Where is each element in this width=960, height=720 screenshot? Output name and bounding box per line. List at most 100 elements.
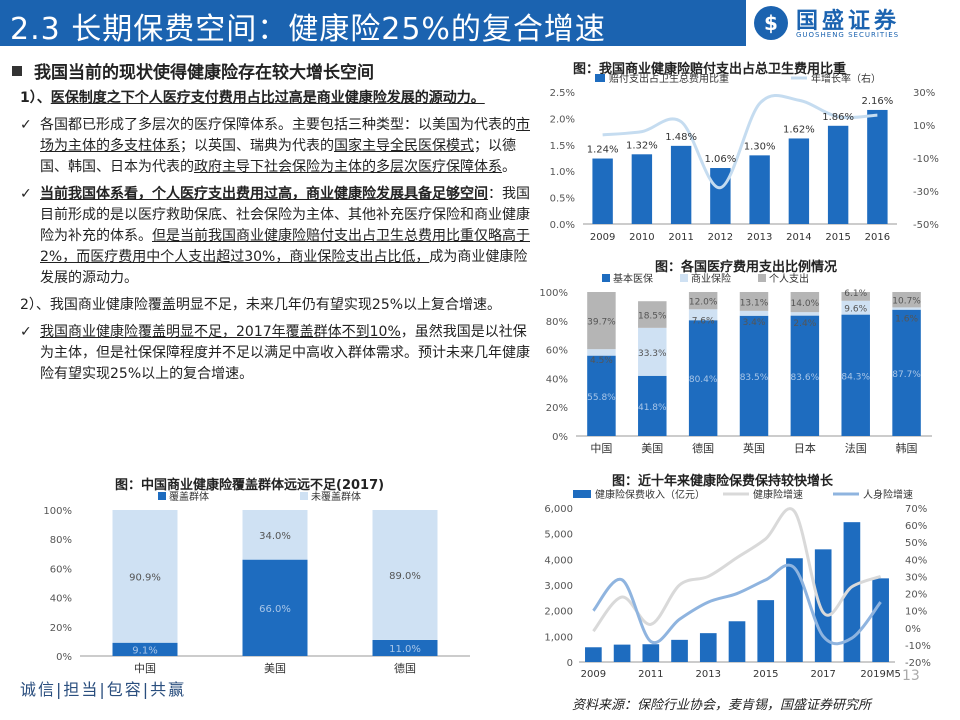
bar-segment-韩国-1 — [892, 307, 921, 310]
data-label-美国-1: 34.0% — [259, 531, 291, 542]
bar-segment-英国-2 — [739, 292, 769, 311]
y-right-tick-label: 60% — [905, 521, 927, 532]
footer-motto: 诚信|担当|包容|共赢 — [20, 680, 187, 699]
y-tick-label: 0% — [56, 652, 72, 663]
brand-name-en: GUOSHENG SECURITIES — [796, 31, 900, 39]
bar-ratio-2010 — [631, 154, 653, 224]
y-tick-label: 60% — [546, 346, 568, 357]
y-left-tick-label: 0 — [567, 658, 573, 669]
bar-segment-日本-1 — [790, 312, 820, 316]
bar-segment-美国-0 — [242, 559, 308, 656]
y-tick-label: 20% — [546, 403, 568, 414]
y-right-tick-label: -30% — [913, 187, 939, 198]
bar-segment-法国-1 — [841, 300, 870, 315]
legend-label-1: 未覆盖群体 — [311, 490, 361, 503]
legend-swatch-0 — [158, 492, 166, 500]
bar-ratio-2015 — [827, 125, 849, 224]
bar-premium-2012 — [671, 639, 688, 662]
bar-segment-中国-1 — [587, 349, 616, 356]
data-label-ratio: 1.48% — [665, 132, 697, 143]
y-tick-label: 40% — [546, 374, 568, 385]
bar-segment-美国-1 — [638, 327, 667, 376]
check-icon: ✓ — [20, 324, 32, 340]
x-tick-label: 韩国 — [896, 441, 918, 455]
y-right-tick-label: -10% — [905, 641, 931, 652]
point-2-heading: 2）、我国商业健康险覆盖明显不足，未来几年仍有望实现25%以上复合增速。 — [20, 297, 502, 313]
data-label-中国-0: 9.1% — [132, 645, 157, 656]
body-text: 1）、医保制度之下个人医疗支付费用占比过高是商业健康险发展的源动力。 ✓ 各国都已… — [20, 88, 530, 391]
x-tick-label: 2016 — [865, 232, 890, 243]
bullet-coverage: ✓ 我国商业健康险覆盖明显不足，2017年覆盖群体不到10%，虽然我国是以社保为主… — [20, 324, 530, 382]
y-left-tick-label: 1.5% — [550, 141, 575, 152]
bar-premium-2018 — [843, 522, 861, 662]
bar-premium-2009 — [585, 647, 602, 662]
check-icon: ✓ — [20, 117, 32, 133]
chart-claims: 赔付支出占卫生总费用比重 年增长率（右） 0.0% 0.5% 1.0% 1.5% 2.0% 2… — [550, 72, 939, 243]
bar-ratio-2012 — [710, 168, 731, 224]
bar-ratio-2016 — [867, 109, 888, 224]
bar-segment-美国-0 — [638, 375, 667, 436]
y-right-tick-label: 10% — [905, 607, 927, 618]
data-label-美国-2: 18.5% — [638, 312, 667, 322]
bar-premium-2015 — [757, 600, 775, 662]
bar-premium-2010 — [613, 644, 631, 662]
data-label-法国-1: 9.6% — [844, 305, 867, 315]
header-bar: 2.3 长期保费空间：健康险25%的复合增速 $ 国盛证券 GUOSHENG S… — [0, 0, 960, 47]
x-tick-label: 2014 — [786, 232, 811, 243]
legend-label-growth: 年增长率（右） — [811, 72, 881, 85]
data-label-英国-0: 83.5% — [740, 373, 769, 383]
bar-segment-中国-1 — [112, 510, 178, 643]
y-left-tick-label: 0.5% — [550, 194, 575, 205]
y-tick-label: 80% — [546, 317, 568, 328]
bar-premium-2016 — [786, 558, 803, 662]
bar-premium-2019M5 — [872, 578, 889, 662]
bar-segment-中国-2 — [587, 292, 616, 350]
x-tick-label: 中国 — [134, 662, 156, 675]
source-note: 资料来源：保险行业协会，麦肯锡，国盛证券研究所 — [572, 698, 872, 713]
x-tick-label: 英国 — [743, 441, 765, 455]
data-label-ratio: 1.06% — [704, 154, 736, 165]
bar-segment-美国-2 — [638, 301, 667, 328]
data-label-韩国-1: 1.6% — [895, 314, 918, 324]
y-right-tick-label: 40% — [905, 555, 927, 566]
y-left-tick-label: 2.0% — [550, 114, 575, 125]
bar-segment-英国-0 — [739, 315, 769, 436]
x-tick-label: 美国 — [264, 662, 286, 675]
y-left-tick-label: 2,000 — [544, 607, 573, 618]
point-1-heading: 1）、医保制度之下个人医疗支付费用占比过高是商业健康险发展的源动力。 — [20, 90, 485, 106]
bar-segment-韩国-2 — [892, 292, 921, 308]
legend-label-premium: 健康险保费收入（亿元） — [595, 488, 705, 501]
brand-mark-icon: $ — [754, 6, 788, 40]
x-tick-label: 2019M5 — [860, 669, 900, 680]
check-icon: ✓ — [20, 186, 32, 202]
y-left-tick-label: 1,000 — [544, 632, 573, 643]
bar-segment-德国-1 — [372, 510, 438, 640]
bar-segment-韩国-0 — [892, 309, 921, 436]
y-tick-label: 100% — [43, 506, 72, 517]
bullet-systems: ✓ 各国都已形成了多层次的医疗保障体系。主要包括三种类型：以美国为代表的市场为主体… — [20, 117, 530, 175]
page-title: 2.3 长期保费空间：健康险25%的复合增速 — [10, 12, 606, 47]
legend-label-health-growth: 健康险增速 — [753, 488, 803, 501]
data-label-中国-1: 90.9% — [129, 572, 161, 583]
data-label-日本-2: 14.0% — [791, 299, 820, 309]
y-left-tick-label: 6,000 — [544, 504, 573, 515]
bar-segment-日本-0 — [790, 315, 820, 436]
data-label-美国-0: 66.0% — [259, 604, 291, 615]
bullet-current-system: ✓ 当前我国体系看，个人医疗支出费用过高，商业健康险发展具备足够空间：我国目前形成… — [20, 186, 530, 286]
x-tick-label: 美国 — [641, 442, 663, 455]
bar-segment-法国-2 — [841, 292, 870, 301]
x-tick-label: 2015 — [825, 232, 850, 243]
bar-segment-英国-1 — [739, 310, 769, 316]
y-right-tick-label: 10% — [913, 121, 935, 132]
chart-premium-title: 图：近十年来健康险保费保持较快增长 — [612, 474, 834, 489]
data-label-中国-0: 55.8% — [587, 393, 616, 403]
x-tick-label: 2015 — [753, 669, 778, 680]
bar-premium-2011 — [642, 644, 660, 662]
line-growth-rate — [602, 94, 878, 190]
y-right-tick-label: -10% — [913, 154, 939, 165]
bar-premium-2013 — [699, 633, 717, 662]
y-right-tick-label: 0% — [905, 624, 921, 635]
chart-coverage: 覆盖群体 未覆盖群体 0% 20% 40% 60% 80% 100% 中国 美国 德国 9.1% 90.… — [43, 490, 470, 675]
bar-segment-法国-0 — [841, 314, 870, 436]
x-tick-label: 2013 — [696, 669, 721, 680]
